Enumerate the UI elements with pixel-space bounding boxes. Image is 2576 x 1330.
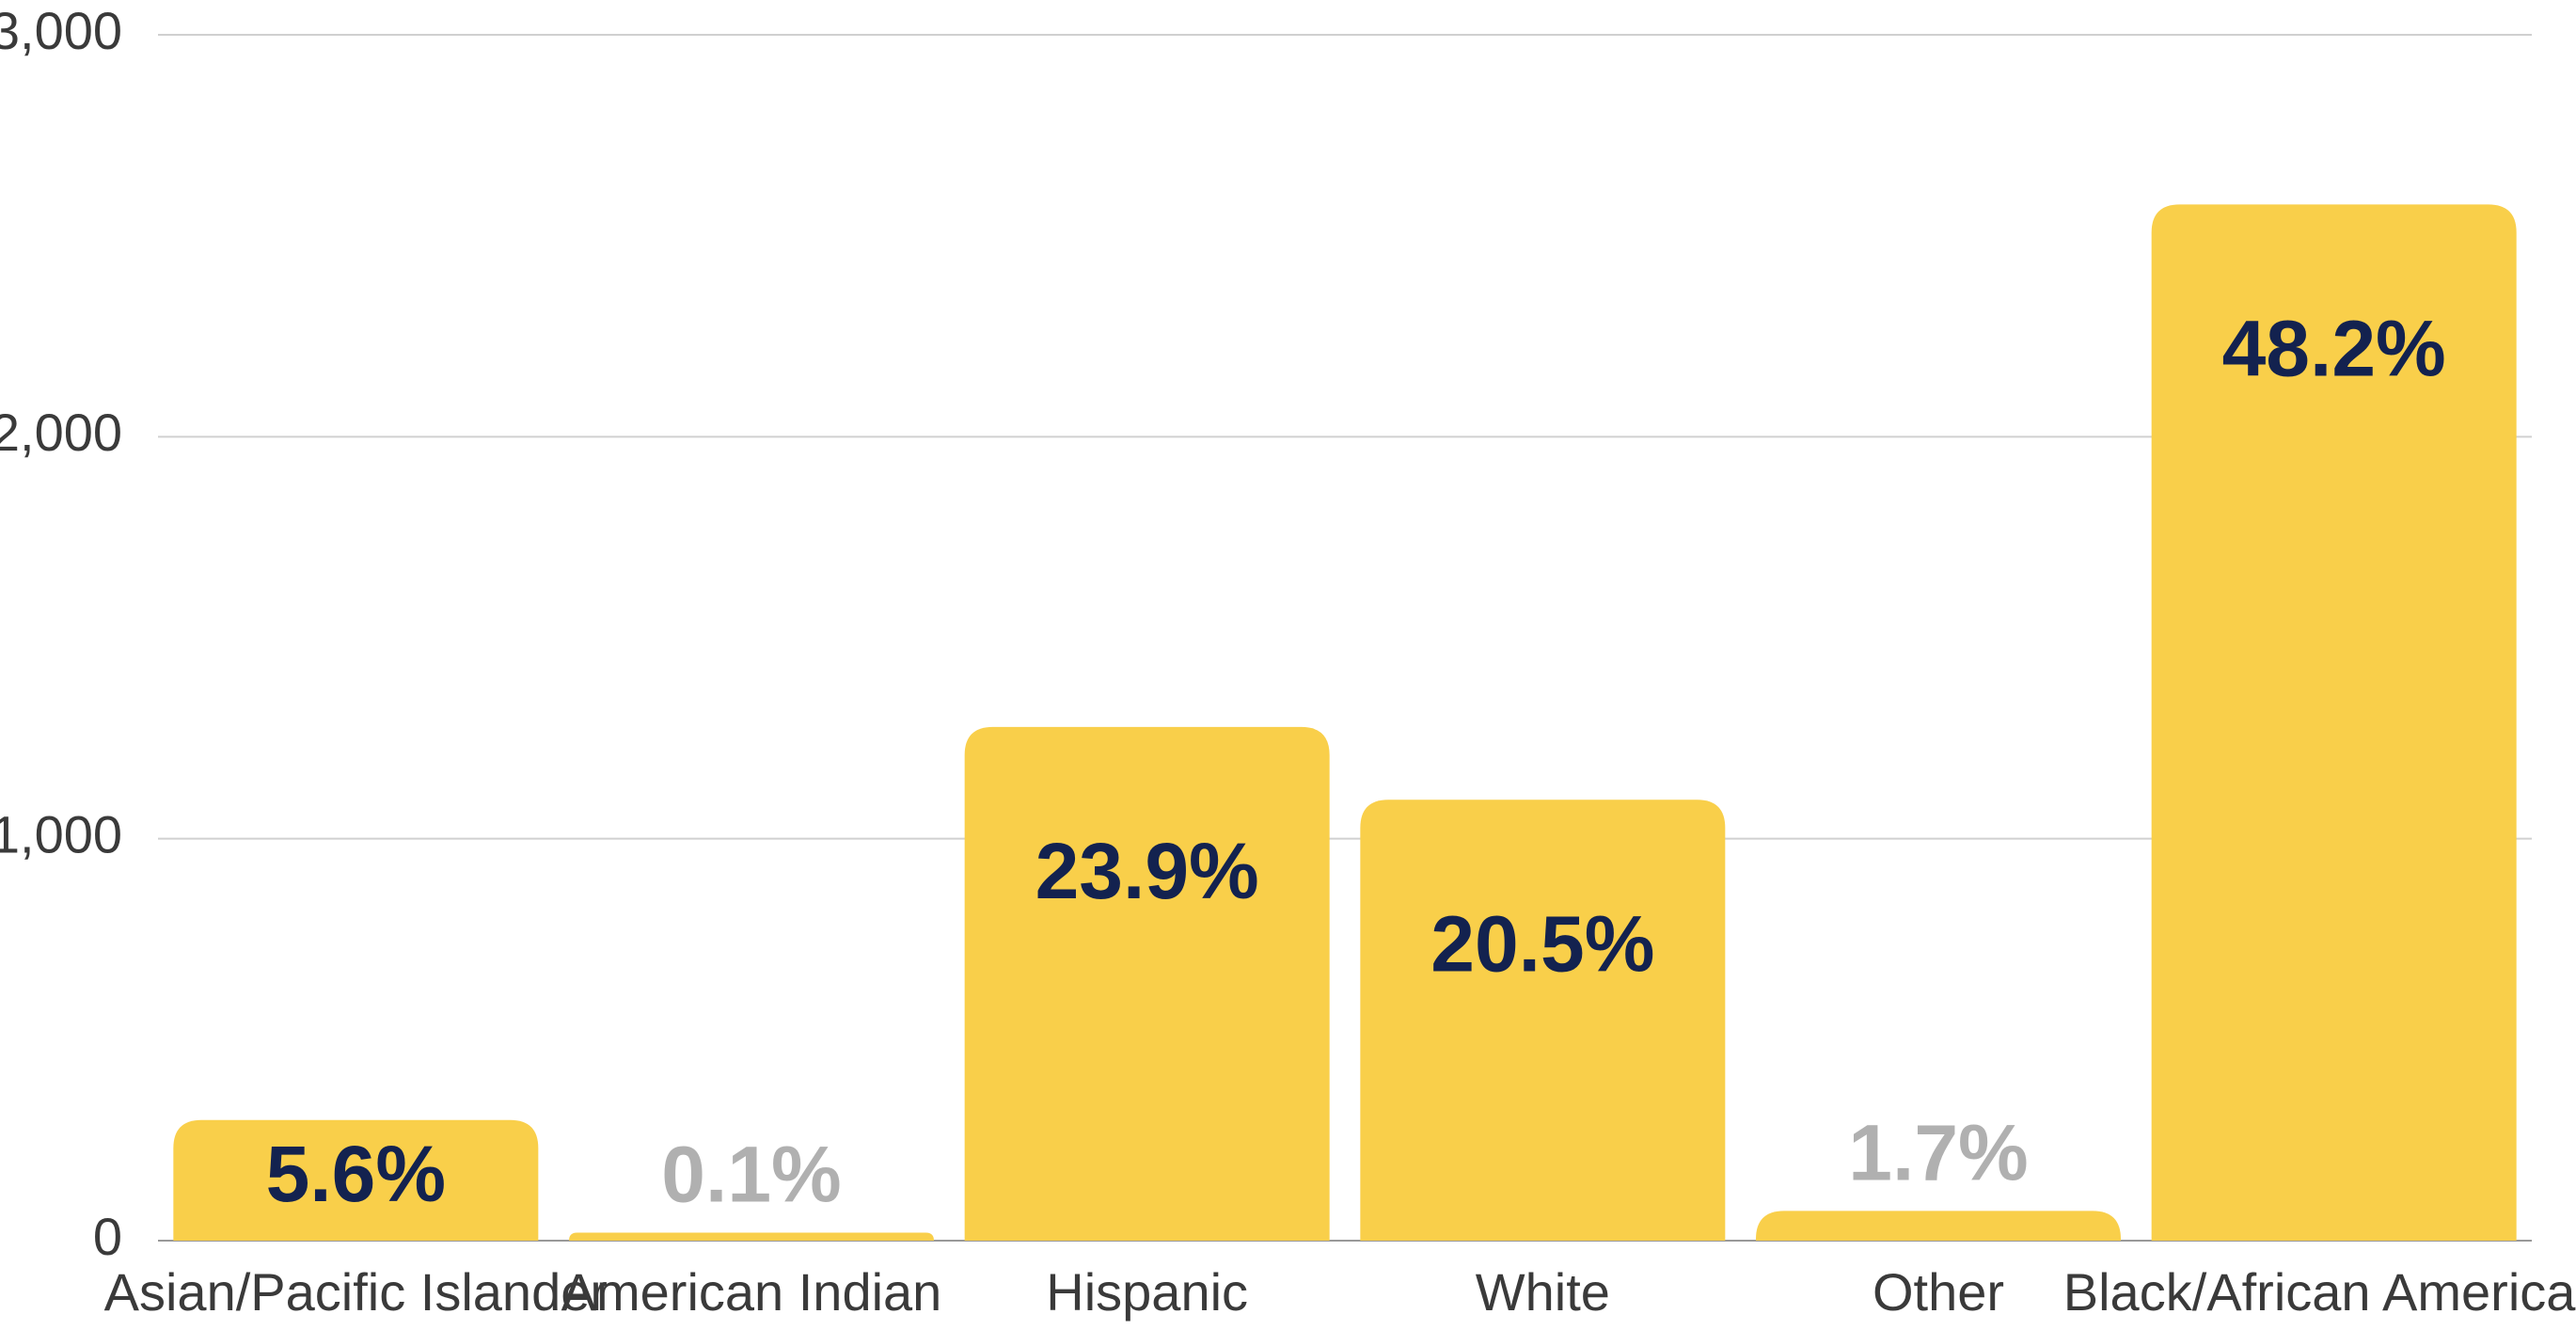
- bar: [2151, 204, 2517, 1241]
- data-label: 1.7%: [1848, 1109, 2028, 1197]
- x-tick-label: White: [1476, 1262, 1610, 1322]
- y-tick-label: 3,000: [0, 1, 122, 60]
- x-tick-label: Hispanic: [1046, 1262, 1248, 1322]
- data-label: 23.9%: [1035, 827, 1259, 915]
- data-label: 5.6%: [266, 1130, 446, 1218]
- bar: [569, 1232, 934, 1241]
- bar: [173, 1119, 539, 1241]
- y-tick-label: 1,000: [0, 804, 122, 863]
- y-tick-label: 0: [93, 1207, 122, 1266]
- bar: [1360, 800, 1726, 1241]
- bar: [964, 726, 1330, 1241]
- x-tick-label: American Indian: [561, 1262, 942, 1322]
- y-tick-label: 2,000: [0, 403, 122, 462]
- x-tick-label: Black/African American: [2063, 1262, 2576, 1322]
- data-label: 20.5%: [1430, 899, 1654, 988]
- x-tick-label: Other: [1873, 1262, 2004, 1322]
- data-label: 48.2%: [2222, 305, 2446, 393]
- x-tick-label: Asian/Pacific Islander: [104, 1262, 608, 1322]
- bar: [1756, 1211, 2121, 1241]
- data-label: 0.1%: [661, 1131, 841, 1219]
